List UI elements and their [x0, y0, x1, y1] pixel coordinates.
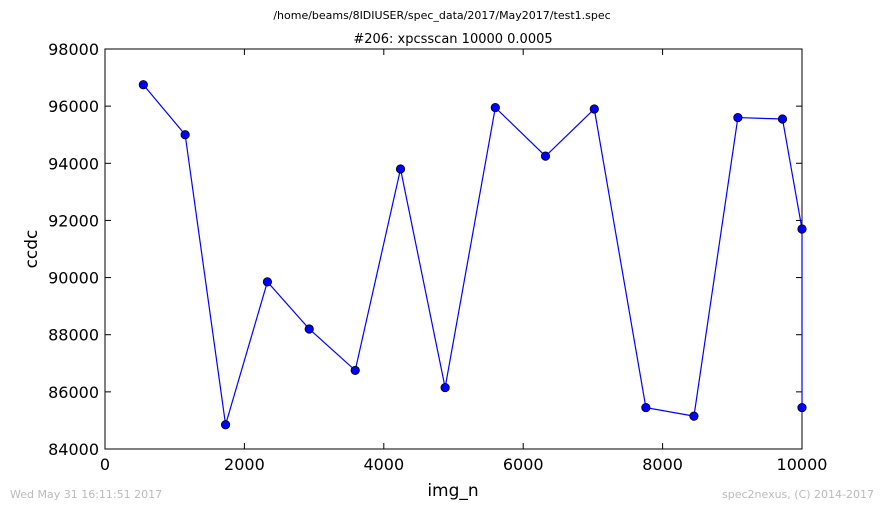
x-tick-label: 2000 [224, 455, 265, 474]
y-axis-label: ccdc [22, 230, 42, 269]
footer-timestamp: Wed May 31 16:11:51 2017 [10, 488, 162, 501]
data-point [777, 114, 788, 124]
y-tick-label: 84000 [48, 440, 99, 459]
data-point [589, 104, 599, 114]
data-point [180, 130, 190, 140]
x-tick-label: 8000 [642, 455, 683, 474]
y-tick-label: 98000 [48, 40, 99, 59]
data-point [395, 164, 406, 174]
data-point [797, 402, 807, 413]
data-point [490, 102, 500, 113]
x-tick-label: 4000 [363, 455, 404, 474]
y-tick-label: 86000 [48, 383, 99, 402]
x-tick-label: 0 [100, 455, 110, 474]
y-tick-label: 92000 [48, 211, 99, 230]
x-axis-label: img_n [427, 481, 478, 501]
data-point [350, 365, 360, 376]
data-point [304, 324, 314, 334]
data-point [262, 277, 273, 287]
series-line [142, 84, 803, 425]
y-tick-label: 94000 [48, 154, 99, 173]
data-point [641, 402, 651, 413]
file-path-label: /home/beams/8IDIUSER/spec_data/2017/May2… [273, 9, 610, 22]
y-tick-label: 96000 [48, 97, 99, 116]
data-point [540, 151, 551, 161]
data-point [138, 80, 148, 90]
footer-credit: spec2nexus, (C) 2014-2017 [722, 488, 874, 501]
x-tick-label: 6000 [503, 455, 544, 474]
data-point [733, 112, 743, 123]
chart-title: #206: xpcsscan 10000 0.0005 [353, 32, 552, 47]
data-point [220, 420, 231, 430]
plot-area: 0 2000 4000 6000 8000 10000 84000 86000 88000 900… [48, 40, 827, 474]
y-tick-label: 88000 [48, 326, 99, 345]
data-point [440, 382, 450, 393]
data-point [689, 411, 699, 421]
data-point [797, 224, 807, 234]
x-tick-label: 10000 [777, 455, 828, 474]
y-tick-label: 90000 [48, 269, 99, 288]
